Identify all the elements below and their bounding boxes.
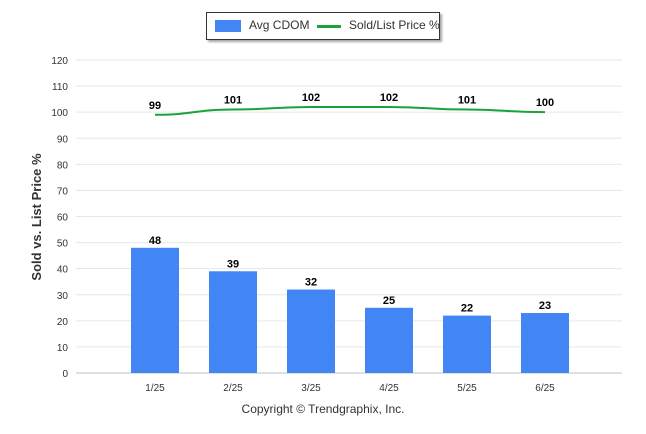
bar-data-label: 22 xyxy=(461,303,473,315)
y-tick-label: 80 xyxy=(57,160,69,171)
y-tick-label: 40 xyxy=(57,265,69,276)
legend-swatch-line xyxy=(317,25,341,28)
x-tick-label: 1/25 xyxy=(145,383,165,394)
x-tick-label: 3/25 xyxy=(301,383,321,394)
line-series xyxy=(154,105,546,116)
legend-label-line: Sold/List Price % xyxy=(349,18,440,32)
line-data-label: 100 xyxy=(536,97,554,109)
line-data-label: 102 xyxy=(380,92,398,104)
x-tick-label: 6/25 xyxy=(535,383,555,394)
bar-data-label: 48 xyxy=(149,235,161,247)
y-tick-label: 10 xyxy=(57,343,69,354)
line-data-labels: 99 101 102 102 101 100 xyxy=(149,92,554,112)
bar-data-label: 39 xyxy=(227,258,239,270)
line-data-label: 102 xyxy=(302,92,320,104)
bar-data-labels: 48 39 32 25 22 23 xyxy=(149,235,551,315)
bar-data-label: 23 xyxy=(539,300,551,312)
y-tick-label: 20 xyxy=(57,317,69,328)
legend-label-bar: Avg CDOM xyxy=(249,18,310,32)
y-tick-label: 120 xyxy=(51,56,68,67)
legend-swatch-bar xyxy=(215,20,241,32)
y-tick-label: 0 xyxy=(62,369,68,380)
y-tick-labels: 0 10 20 30 40 50 60 70 80 90 100 110 120 xyxy=(51,56,68,380)
bar xyxy=(287,289,335,373)
legend-item-line[interactable]: Sold/List Price % xyxy=(317,18,440,32)
bars xyxy=(131,247,569,373)
y-tick-label: 30 xyxy=(57,291,69,302)
bar xyxy=(443,315,491,373)
x-tick-label: 2/25 xyxy=(223,383,243,394)
y-tick-label: 70 xyxy=(57,186,69,197)
y-tick-label: 60 xyxy=(57,213,69,224)
x-tick-label: 4/25 xyxy=(379,383,399,394)
bar-data-label: 32 xyxy=(305,277,317,289)
bar xyxy=(209,271,257,373)
y-tick-label: 100 xyxy=(51,108,68,119)
legend-item-bar[interactable]: Avg CDOM xyxy=(215,18,309,32)
bar-data-label: 25 xyxy=(383,295,395,307)
x-tick-label: 5/25 xyxy=(457,383,477,394)
bar xyxy=(131,247,179,373)
bar xyxy=(521,313,569,373)
bar xyxy=(365,307,413,373)
copyright-footer: Copyright © Trendgraphix, Inc. xyxy=(241,402,405,416)
sold-list-price-line xyxy=(154,105,546,116)
y-tick-label: 110 xyxy=(52,82,68,93)
line-data-label: 99 xyxy=(149,100,161,112)
legend: Avg CDOM Sold/List Price % xyxy=(206,12,440,40)
line-data-label: 101 xyxy=(458,95,476,107)
y-axis-label: Sold vs. List Price % xyxy=(29,153,44,281)
x-tick-labels: 1/25 2/25 3/25 4/25 5/25 6/25 xyxy=(145,383,555,394)
y-tick-label: 90 xyxy=(57,134,69,145)
line-data-label: 101 xyxy=(224,95,242,107)
y-tick-label: 50 xyxy=(57,239,69,250)
